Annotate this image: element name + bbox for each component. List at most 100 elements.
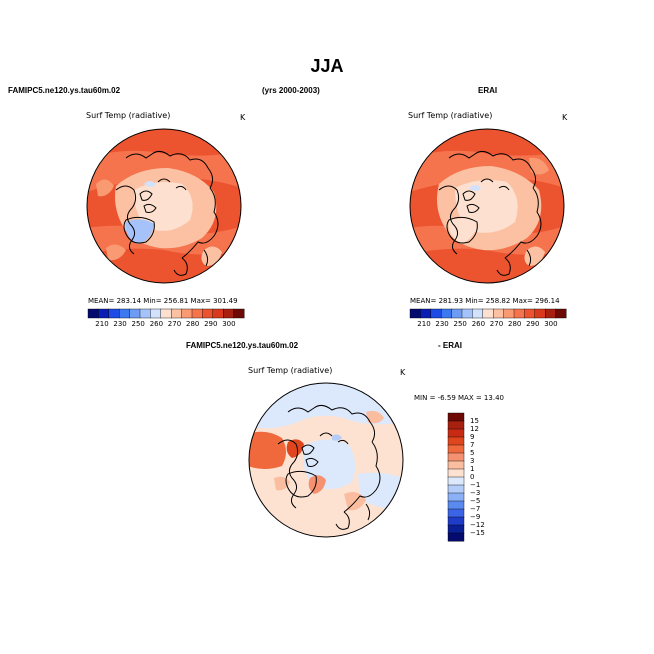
panel3-colorbar-swatch [447, 516, 465, 526]
panel3-colorbar-tick-label: −1 [470, 481, 481, 489]
panel2-colorbar-swatch [503, 308, 515, 319]
panel2-colorbar-swatch [451, 308, 463, 319]
panel3-units: K [400, 368, 406, 377]
panel1-colorbar-tick-label: 210 [95, 320, 109, 328]
panel1-colorbar-swatch [150, 308, 162, 319]
panel3-colorbar-swatch [447, 428, 465, 438]
panel3-colorbar-tick-label: −15 [470, 529, 485, 537]
panel3-colorbar-swatch [447, 444, 465, 454]
panel3-colorbar-tick-label: 15 [470, 417, 479, 425]
panel3-colorbar-tick-label: 7 [470, 441, 475, 449]
panel3-colorbar-tick-label: 12 [470, 425, 479, 433]
panel1-colorbar-tick-label: 290 [204, 320, 218, 328]
panel1-colorbar-swatch [108, 308, 120, 319]
panel3-colorbar-swatch [447, 420, 465, 430]
panel1-colorbar-tick-label: 260 [149, 320, 164, 328]
panel1-colorbar-tick-label: 280 [186, 320, 200, 328]
panel3-colorbar-swatch [447, 436, 465, 446]
panel3-colorbar-tick-label: 5 [470, 449, 475, 457]
panel2-colorbar-swatch [482, 308, 494, 319]
panel1-colorbar-swatch [87, 308, 99, 319]
diff-case-left-label: FAMIPC5.ne120.ys.tau60m.02 [186, 341, 299, 350]
panel1-colorbar-swatch [160, 308, 172, 319]
panel3-colorbar-tick-label: −5 [470, 497, 481, 505]
panel1-coastlines [115, 150, 219, 276]
panel2-map [409, 128, 565, 284]
panel3-colorbar-tick-label: 9 [470, 433, 475, 441]
panel2-colorbar [409, 308, 567, 319]
panel3-stats: MIN = -6.59 MAX = 13.40 [414, 394, 504, 402]
panel2-colorbar-swatch [409, 308, 421, 319]
panel3-colorbar-tick-label: −9 [470, 513, 481, 521]
panel1-colorbar-tick-label: 230 [113, 320, 127, 328]
panel3-colorbar-swatch [447, 476, 465, 486]
panel2-boundary [409, 128, 565, 284]
panel2-colorbar-swatch [513, 308, 525, 319]
panel3-colorbar-swatch [447, 460, 465, 470]
panel3-colorbar-tick-label: −3 [470, 489, 481, 497]
diff-case-right-label: - ERAI [438, 341, 462, 350]
panel2-colorbar-swatch [472, 308, 484, 319]
panel3-colorbar-swatch [447, 452, 465, 462]
panel3-colorbar-swatch [447, 524, 465, 534]
panel1-colorbar-swatch [212, 308, 224, 319]
panel2-colorbar-swatch [524, 308, 536, 319]
panel1-colorbar-swatch [98, 308, 110, 319]
panel3-colorbar-tick-label: 1 [470, 465, 475, 473]
panel3-colorbar-tick-label: −12 [470, 521, 485, 529]
years-label: (yrs 2000-2003) [262, 86, 320, 95]
panel3-map [248, 382, 404, 538]
panel2-colorbar-swatch [534, 308, 546, 319]
panel2-colorbar-tick-label: 230 [435, 320, 449, 328]
panel1-colorbar-tick-label: 300 [222, 320, 236, 328]
panel2-colorbar-tick-label: 300 [544, 320, 558, 328]
panel1-colorbar [87, 308, 245, 319]
panel2-units: K [562, 113, 568, 122]
panel1-boundary [86, 128, 242, 284]
panel3-colorbar-tick-label: −7 [470, 505, 481, 513]
panel1-colorbar-swatch [233, 308, 245, 319]
panel2-colorbar-swatch [492, 308, 505, 319]
panel3-colorbar-swatch [447, 500, 465, 510]
panel2-colorbar-swatch [430, 308, 442, 319]
figure-title: JJA [310, 56, 344, 76]
panel3-coastlines [277, 404, 381, 530]
panel1-map [86, 128, 242, 284]
panel1-colorbar-labels: 210 230 250 260 270 280 290 300 [88, 320, 244, 330]
panel2-colorbar-tick-label: 260 [471, 320, 486, 328]
panel1-colorbar-swatch [139, 308, 151, 319]
panel3-colorbar-swatch [447, 532, 465, 542]
panel2-colorbar-swatch [555, 308, 567, 319]
panel1-colorbar-swatch [222, 308, 235, 319]
panel2-coastlines [438, 150, 542, 276]
panel2-colorbar-swatch [441, 308, 453, 319]
panel3-field [249, 383, 403, 537]
panel1-colorbar-tick-label: 250 [131, 320, 145, 328]
panel3-colorbar-swatch [447, 492, 465, 502]
panel2-stats: MEAN= 281.93 Min= 258.82 Max= 296.14 [410, 297, 560, 305]
panel1-stats: MEAN= 283.14 Min= 256.81 Max= 301.49 [88, 297, 238, 305]
panel1-colorbar-tick-label: 270 [167, 320, 182, 328]
panel3-colorbar-labels: 15 12 9 7 5 3 1 0 −1 −3 −5 −7 −9 −12 −15 [470, 413, 494, 541]
panel2-colorbar-tick-label: 280 [508, 320, 522, 328]
panel3-colorbar [447, 412, 465, 542]
panel1-colorbar-swatch [170, 308, 183, 319]
panel2-variable: Surf Temp (radiative) [408, 111, 493, 120]
panel3-colorbar-swatch [447, 484, 465, 494]
panel2-colorbar-labels: 210 230 250 260 270 280 290 300 [410, 320, 566, 330]
panel2-colorbar-tick-label: 250 [453, 320, 467, 328]
panel3-boundary [248, 382, 404, 538]
panel2-colorbar-tick-label: 270 [489, 320, 504, 328]
panel3-colorbar-tick-label: 0 [470, 473, 475, 481]
panel2-colorbar-swatch [420, 308, 432, 319]
panel2-colorbar-tick-label: 210 [417, 320, 431, 328]
panel1-colorbar-swatch [119, 308, 131, 319]
panel1-variable: Surf Temp (radiative) [86, 111, 171, 120]
panel3-colorbar-tick-label: 3 [470, 457, 475, 465]
panel1-colorbar-swatch [181, 308, 193, 319]
left-case-label: FAMIPC5.ne120.ys.tau60m.02 [8, 86, 121, 95]
panel1-colorbar-swatch [129, 308, 141, 319]
panel3-colorbar-swatch [447, 508, 465, 518]
panel3-colorbar-swatch [447, 468, 465, 478]
